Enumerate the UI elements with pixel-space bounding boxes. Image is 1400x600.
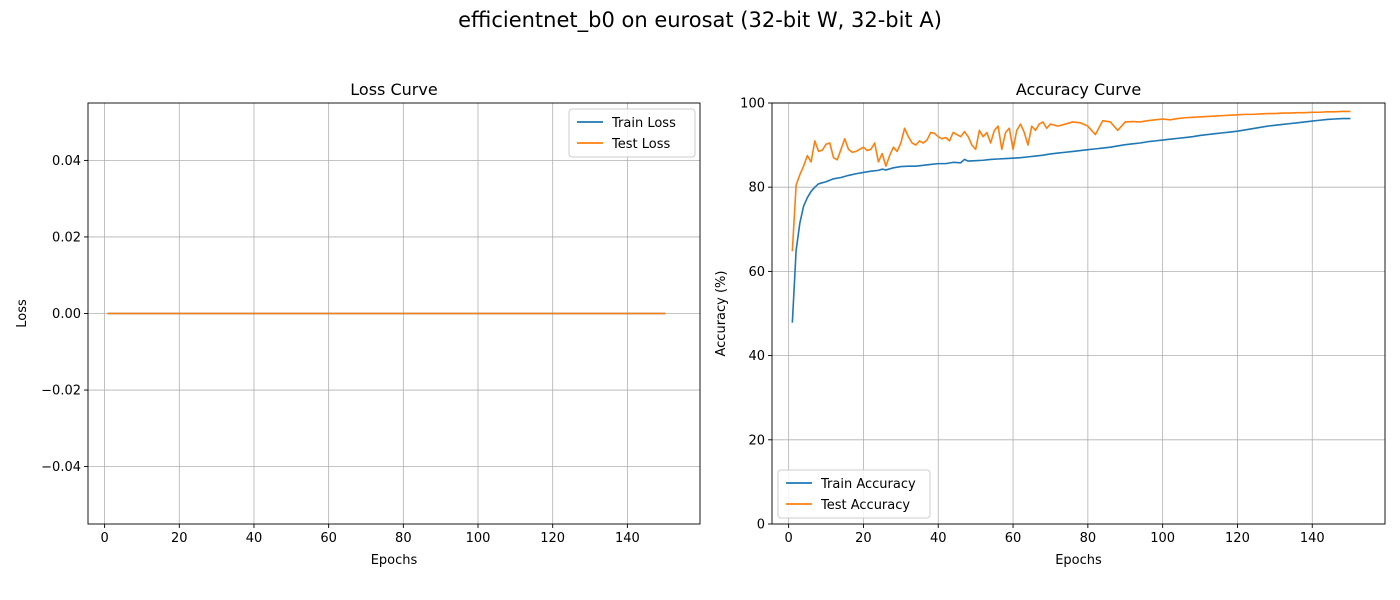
accuracy-y-tick-label: 60 <box>748 265 765 280</box>
accuracy-legend-label-1: Train Accuracy <box>820 477 916 492</box>
loss-x-tick-label: 0 <box>100 531 108 546</box>
accuracy-y-tick-label: 20 <box>748 433 765 448</box>
accuracy-x-tick-label: 120 <box>1225 531 1250 546</box>
loss-y-tick-label: 0.04 <box>52 154 81 169</box>
accuracy-chart: 0 20 40 60 80 100 120 140 0 20 40 60 80 100 Accuracy C… <box>714 80 1386 568</box>
loss-x-tick-label: 40 <box>246 531 263 546</box>
accuracy-y-tick-label: 40 <box>748 349 765 364</box>
loss-legend-box <box>568 108 696 158</box>
accuracy-y-axis-label: Accuracy (%) <box>714 271 729 357</box>
loss-y-tick-label: −0.02 <box>41 384 81 399</box>
accuracy-y-tick-label: 0 <box>757 518 765 533</box>
loss-y-tick-label: 0.02 <box>52 230 81 245</box>
accuracy-chart-title: Accuracy Curve <box>1016 80 1141 99</box>
loss-x-tick-label: 100 <box>466 531 491 546</box>
accuracy-axes-frame <box>771 102 1386 525</box>
accuracy-x-tick-label: 60 <box>1005 531 1022 546</box>
accuracy-x-tick-label: 100 <box>1150 531 1175 546</box>
loss-chart: 0 20 40 60 80 100 120 140 −0.04 −0.02 0.00 0.02 0.04… <box>15 80 701 568</box>
accuracy-series-line-2 <box>791 110 1351 252</box>
loss-x-tick-label: 140 <box>615 531 640 546</box>
loss-x-tick-label: 80 <box>395 531 412 546</box>
accuracy-legend: Train Accuracy Test Accuracy <box>777 469 931 519</box>
loss-y-axis-label: Loss <box>15 299 30 328</box>
accuracy-y-tick-label: 100 <box>740 97 765 112</box>
loss-legend: Train Loss Test Loss <box>568 108 696 158</box>
loss-y-tick-label: −0.04 <box>41 460 81 475</box>
figure-title: efficientnet_b0 on eurosat (32-bit W, 32… <box>458 8 942 32</box>
loss-legend-label-2: Test Loss <box>611 137 670 152</box>
accuracy-x-tick-label: 20 <box>855 531 872 546</box>
loss-chart-title: Loss Curve <box>350 80 437 99</box>
accuracy-x-tick-label: 140 <box>1300 531 1325 546</box>
loss-legend-label-1: Train Loss <box>611 116 676 131</box>
accuracy-x-tick-label: 80 <box>1080 531 1097 546</box>
accuracy-x-tick-label: 0 <box>785 531 793 546</box>
loss-x-axis-label: Epochs <box>371 553 418 568</box>
accuracy-x-tick-label: 40 <box>930 531 947 546</box>
accuracy-legend-label-2: Test Accuracy <box>820 498 910 513</box>
loss-x-tick-label: 120 <box>540 531 565 546</box>
loss-y-tick-label: 0.00 <box>52 307 81 322</box>
accuracy-legend-box <box>777 469 931 519</box>
accuracy-x-axis-label: Epochs <box>1055 553 1102 568</box>
loss-x-tick-label: 20 <box>171 531 188 546</box>
accuracy-series-line-1 <box>791 117 1351 323</box>
loss-x-tick-label: 60 <box>320 531 337 546</box>
accuracy-y-tick-label: 80 <box>748 181 765 196</box>
